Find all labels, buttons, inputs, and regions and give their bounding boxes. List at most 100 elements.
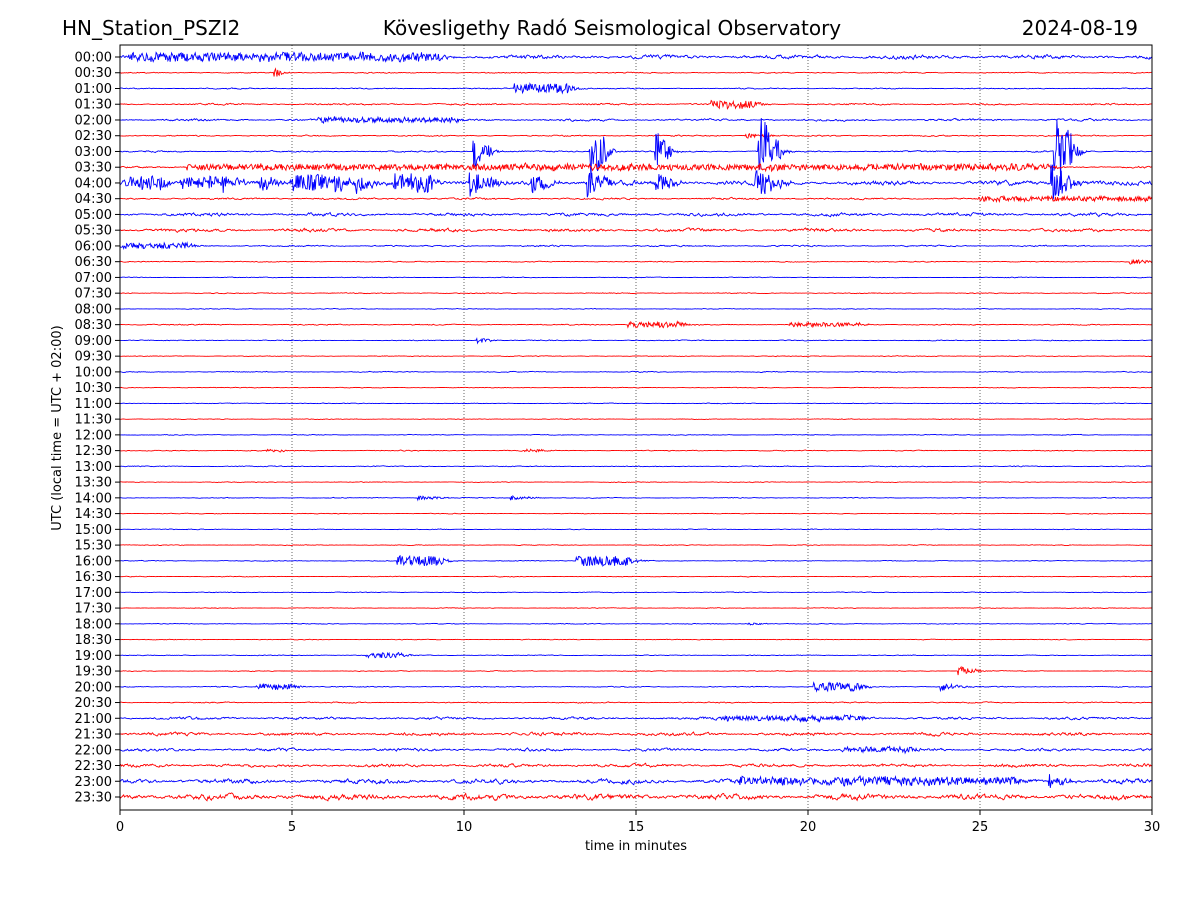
x-tick-label: 10 [456,820,473,835]
x-tick-label: 0 [116,820,124,835]
y-tick-label: 10:30 [75,381,112,396]
trace-1400 [120,494,1152,502]
y-tick-label: 20:00 [75,680,112,695]
trace-1330 [120,481,1152,484]
trace-1230 [120,448,1152,453]
trace-0400 [120,164,1152,200]
y-tick-label: 18:00 [75,617,112,632]
trace-1030 [120,386,1152,389]
y-tick-label: 10:00 [75,365,112,380]
trace-0100 [120,82,1152,95]
y-tick-label: 14:00 [75,491,112,506]
y-tick-label: 01:30 [75,98,112,113]
trace-0930 [120,355,1152,358]
trace-0430 [120,194,1152,204]
y-tick-label: 00:00 [75,51,112,66]
y-tick-label: 16:00 [75,554,112,569]
y-tick-label: 06:00 [75,239,112,254]
trace-2000 [120,681,1152,693]
y-tick-label: 07:30 [75,287,112,302]
station-label: HN_Station_PSZI2 [62,16,240,40]
trace-2200 [120,745,1152,755]
trace-1430 [120,512,1152,515]
y-axis-label: UTC (local time = UTC + 02:00) [50,325,65,530]
trace-0700 [120,276,1152,279]
y-tick-label: 02:00 [75,113,112,128]
y-tick-label: 09:00 [75,334,112,349]
y-tick-label: 09:30 [75,350,112,365]
y-tick-label: 08:00 [75,302,112,317]
y-tick-label: 07:00 [75,271,112,286]
y-tick-label: 15:00 [75,523,112,538]
x-tick-label: 25 [972,820,989,835]
trace-0530 [120,227,1152,233]
x-tick-labels: 0 5 10 15 20 25 30 [116,810,1160,835]
y-tick-labels: 00:0000:3001:0001:3002:0002:3003:0003:30… [75,51,120,806]
y-tick-label: 17:00 [75,586,112,601]
y-tick-label: 02:30 [75,129,112,144]
y-tick-label: 16:30 [75,570,112,585]
trace-0300 [120,117,1152,183]
trace-2130 [120,731,1152,737]
trace-1700 [120,591,1152,594]
trace-1630 [120,575,1152,578]
y-tick-label: 05:30 [75,224,112,239]
y-tick-label: 14:30 [75,507,112,522]
y-tick-label: 21:30 [75,728,112,743]
trace-1730 [120,607,1152,609]
y-tick-label: 08:30 [75,318,112,333]
trace-1530 [120,544,1152,547]
trace-1500 [120,528,1152,531]
y-tick-label: 01:00 [75,82,112,97]
trace-1200 [120,433,1152,436]
trace-0600 [120,241,1152,251]
trace-1800 [120,622,1152,626]
x-tick-label: 15 [628,820,645,835]
trace-2030 [120,701,1152,704]
trace-0800 [120,308,1152,310]
y-tick-label: 13:30 [75,476,112,491]
trace-1100 [120,402,1152,405]
trace-0030 [120,67,1152,77]
y-tick-label: 04:30 [75,192,112,207]
x-tick-label: 30 [1144,820,1161,835]
x-tick-label: 20 [800,820,817,835]
trace-1600 [120,554,1152,567]
x-tick-label: 5 [288,820,296,835]
trace-0730 [120,292,1152,295]
y-tick-label: 03:00 [75,145,112,160]
y-tick-label: 12:30 [75,444,112,459]
x-axis-label: time in minutes [585,839,687,854]
y-tick-label: 05:00 [75,208,112,223]
trace-1130 [120,418,1152,421]
y-tick-label: 23:30 [75,791,112,806]
trace-0000 [120,50,1152,63]
trace-1000 [120,370,1152,373]
grid-lines [291,45,981,810]
trace-2330 [120,792,1152,802]
trace-0130 [120,99,1152,110]
trace-0500 [120,211,1152,218]
y-tick-label: 18:30 [75,633,112,648]
traces [120,50,1152,802]
y-tick-label: 21:00 [75,712,112,727]
y-tick-label: 15:30 [75,539,112,554]
y-tick-label: 03:30 [75,161,112,176]
trace-0200 [120,115,1152,125]
trace-0330 [120,161,1152,173]
y-tick-label: 11:00 [75,397,112,412]
y-tick-label: 19:30 [75,665,112,680]
y-tick-label: 22:00 [75,743,112,758]
trace-1830 [120,638,1152,641]
trace-1930 [120,665,1152,676]
y-tick-label: 13:00 [75,460,112,475]
y-tick-label: 22:30 [75,759,112,774]
trace-1900 [120,651,1152,659]
y-tick-label: 20:30 [75,696,112,711]
y-tick-label: 12:00 [75,428,112,443]
chart-title: Kövesligethy Radó Seismological Observat… [383,16,841,40]
y-tick-label: 11:30 [75,413,112,428]
trace-0900 [120,337,1152,345]
